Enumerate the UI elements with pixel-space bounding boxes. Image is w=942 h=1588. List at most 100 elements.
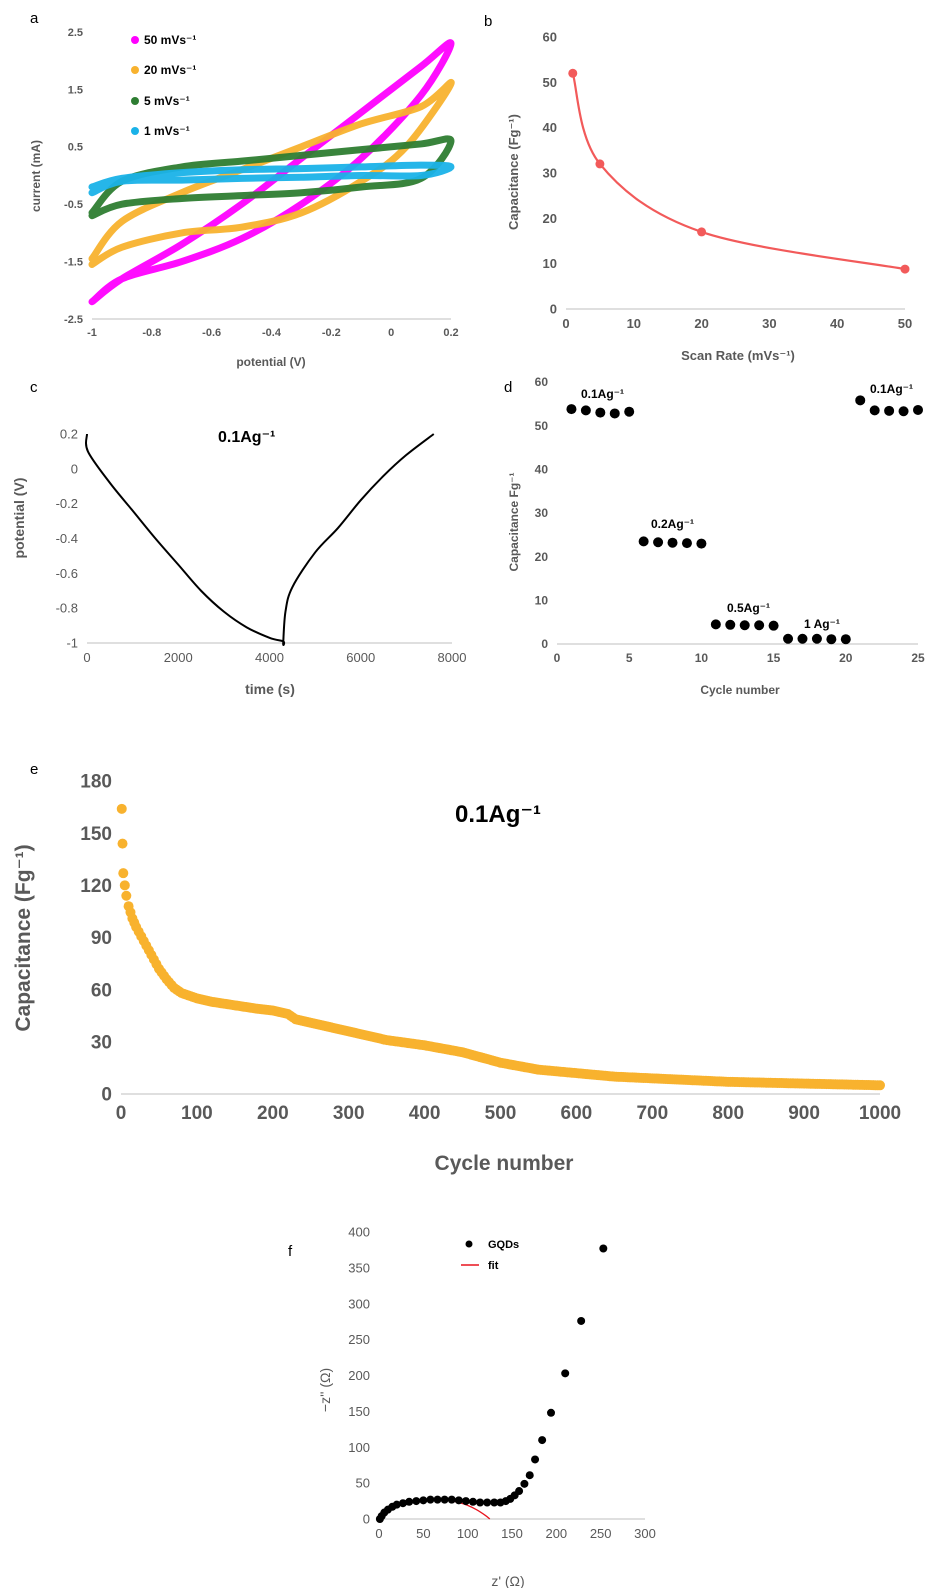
nyquist-point <box>476 1498 485 1507</box>
chart-d-annotation-1: 0.1Ag⁻¹ <box>581 387 624 401</box>
chart-a-xlabel: potential (V) <box>236 355 305 369</box>
cycling-point <box>875 1080 885 1091</box>
chart-d-xlabel: Cycle number <box>700 683 780 697</box>
x-tick-label: 200 <box>257 1103 289 1124</box>
x-tick-label: 30 <box>762 316 776 331</box>
legend-label-50: 50 mVs⁻¹ <box>144 33 196 47</box>
cycling-point <box>119 880 130 891</box>
chart-c-xlabel: time (s) <box>245 681 295 697</box>
y-tick-label: 1.5 <box>68 84 83 96</box>
x-tick-label: 250 <box>590 1526 612 1541</box>
legend-label-gqds: GQDs <box>488 1239 519 1251</box>
y-tick-label: 20 <box>535 550 549 564</box>
y-tick-label: 30 <box>535 506 549 520</box>
legend-swatch-1 <box>131 127 139 135</box>
nyquist-point <box>433 1495 442 1504</box>
rate-capability-point <box>913 404 923 415</box>
y-tick-label: 30 <box>543 166 557 181</box>
scan-rate-point <box>595 159 605 169</box>
nyquist-point <box>440 1495 449 1504</box>
rate-capability-point <box>898 406 909 417</box>
cycling-point <box>121 890 132 901</box>
nyquist-point <box>392 1500 401 1509</box>
y-tick-label: 300 <box>348 1296 370 1311</box>
chart-b-ylabel: Capacitance (Fg⁻¹) <box>506 114 521 230</box>
nyquist-point <box>426 1495 435 1504</box>
panel-label-f: f <box>288 1243 293 1260</box>
chart-d-annotation-3: 0.5Ag⁻¹ <box>727 601 770 615</box>
scan-rate-line <box>571 72 906 271</box>
scan-rate-point <box>697 227 707 237</box>
chart-d-annotation-2: 0.2Ag⁻¹ <box>651 517 694 531</box>
x-tick-label: 0 <box>554 651 561 665</box>
chart-f-ylabel: −z'' (Ω) <box>317 1368 333 1412</box>
cycling-point <box>117 838 128 849</box>
y-tick-label: 10 <box>535 594 549 608</box>
rate-capability-point <box>739 620 750 631</box>
x-tick-label: 0 <box>388 327 394 339</box>
plots-layer: -1 -0.8 -0.6 -0.4 -0.2 0 0.2 -2.5 -1.5 -0.5 0.5 1.5… <box>56 27 925 1541</box>
chart-b-xlabel: Scan Rate (mVs⁻¹) <box>681 348 795 363</box>
y-tick-label: 400 <box>348 1225 370 1240</box>
y-tick-label: -0.2 <box>56 496 78 511</box>
chart-a-ylabel: current (mA) <box>29 140 43 212</box>
legend-swatch-20 <box>131 66 139 74</box>
x-tick-label: 5 <box>626 651 633 665</box>
y-tick-label: -0.5 <box>64 199 83 211</box>
chart-e-axes: 0 100 200 300 400 500 600 700 800 900 1000 0 30 60 90 1… <box>80 772 901 1124</box>
chart-d-axes: 0 5 10 15 20 25 0 10 20 30 40 50 60 <box>535 375 925 665</box>
y-tick-label: -2.5 <box>64 314 83 326</box>
y-tick-label: -1.5 <box>64 256 83 268</box>
nyquist-point <box>483 1498 492 1507</box>
x-tick-label: 0 <box>375 1526 382 1541</box>
rate-capability-point <box>667 537 678 548</box>
chart-d-annotation-4: 1 Ag⁻¹ <box>804 617 840 631</box>
nyquist-point <box>561 1369 570 1378</box>
rate-capability-point <box>869 405 880 416</box>
panel-label-d: d <box>504 379 512 396</box>
x-tick-label: 800 <box>712 1103 744 1124</box>
rate-capability-point <box>580 405 591 416</box>
nyquist-point <box>490 1498 499 1507</box>
y-tick-label: 0 <box>101 1085 112 1106</box>
y-tick-label: 60 <box>543 30 557 45</box>
legend-swatch-gqds <box>465 1240 473 1248</box>
legend-label-fit: fit <box>488 1260 499 1272</box>
x-tick-label: 200 <box>545 1526 567 1541</box>
nyquist-point <box>461 1497 470 1506</box>
x-tick-label: 6000 <box>346 650 375 665</box>
chart-e-xlabel: Cycle number <box>435 1152 574 1175</box>
y-tick-label: 350 <box>348 1260 370 1275</box>
rate-capability-point <box>768 620 779 631</box>
y-tick-label: 50 <box>356 1476 370 1491</box>
chart-e-title: 0.1Ag⁻¹ <box>455 801 541 828</box>
y-tick-label: 50 <box>535 419 549 433</box>
x-tick-label: 50 <box>416 1526 430 1541</box>
y-tick-label: 50 <box>543 75 557 90</box>
chart-c-axes: 0 2000 4000 6000 8000 -1 -0.8 -0.6 -0.4 -0.2 0 0.2 <box>56 427 467 665</box>
legend-label-1: 1 mVs⁻¹ <box>144 124 190 138</box>
y-tick-label: 0 <box>363 1512 370 1527</box>
rate-capability-point <box>710 619 721 630</box>
y-tick-label: -0.6 <box>56 566 78 581</box>
y-tick-label: -1 <box>66 636 78 651</box>
panel-label-b: b <box>484 13 492 30</box>
chart-d-annotation-5: 0.1Ag⁻¹ <box>870 382 913 396</box>
chart-f-axes: 0 50 100 150 200 250 300 0 50 100 150 200 250 300 350 4… <box>348 1225 656 1541</box>
chart-b-axes: 0 10 20 30 40 50 0 10 20 30 40 50 60 <box>543 30 913 331</box>
nyquist-point <box>454 1496 463 1505</box>
cv-loop-series-2 <box>88 135 455 220</box>
x-tick-label: 50 <box>898 316 912 331</box>
x-tick-label: 300 <box>333 1103 365 1124</box>
x-tick-label: 300 <box>634 1526 656 1541</box>
y-tick-label: 90 <box>91 928 112 949</box>
x-tick-label: -0.8 <box>142 327 161 339</box>
x-tick-label: 8000 <box>438 650 467 665</box>
rate-capability-point <box>566 404 577 415</box>
panel-label-e: e <box>30 761 38 778</box>
y-tick-label: 180 <box>80 772 112 793</box>
chart-c-title: 0.1Ag⁻¹ <box>218 429 275 446</box>
y-tick-label: 120 <box>80 876 112 897</box>
y-tick-label: 0 <box>550 302 557 317</box>
x-tick-label: 20 <box>694 316 708 331</box>
